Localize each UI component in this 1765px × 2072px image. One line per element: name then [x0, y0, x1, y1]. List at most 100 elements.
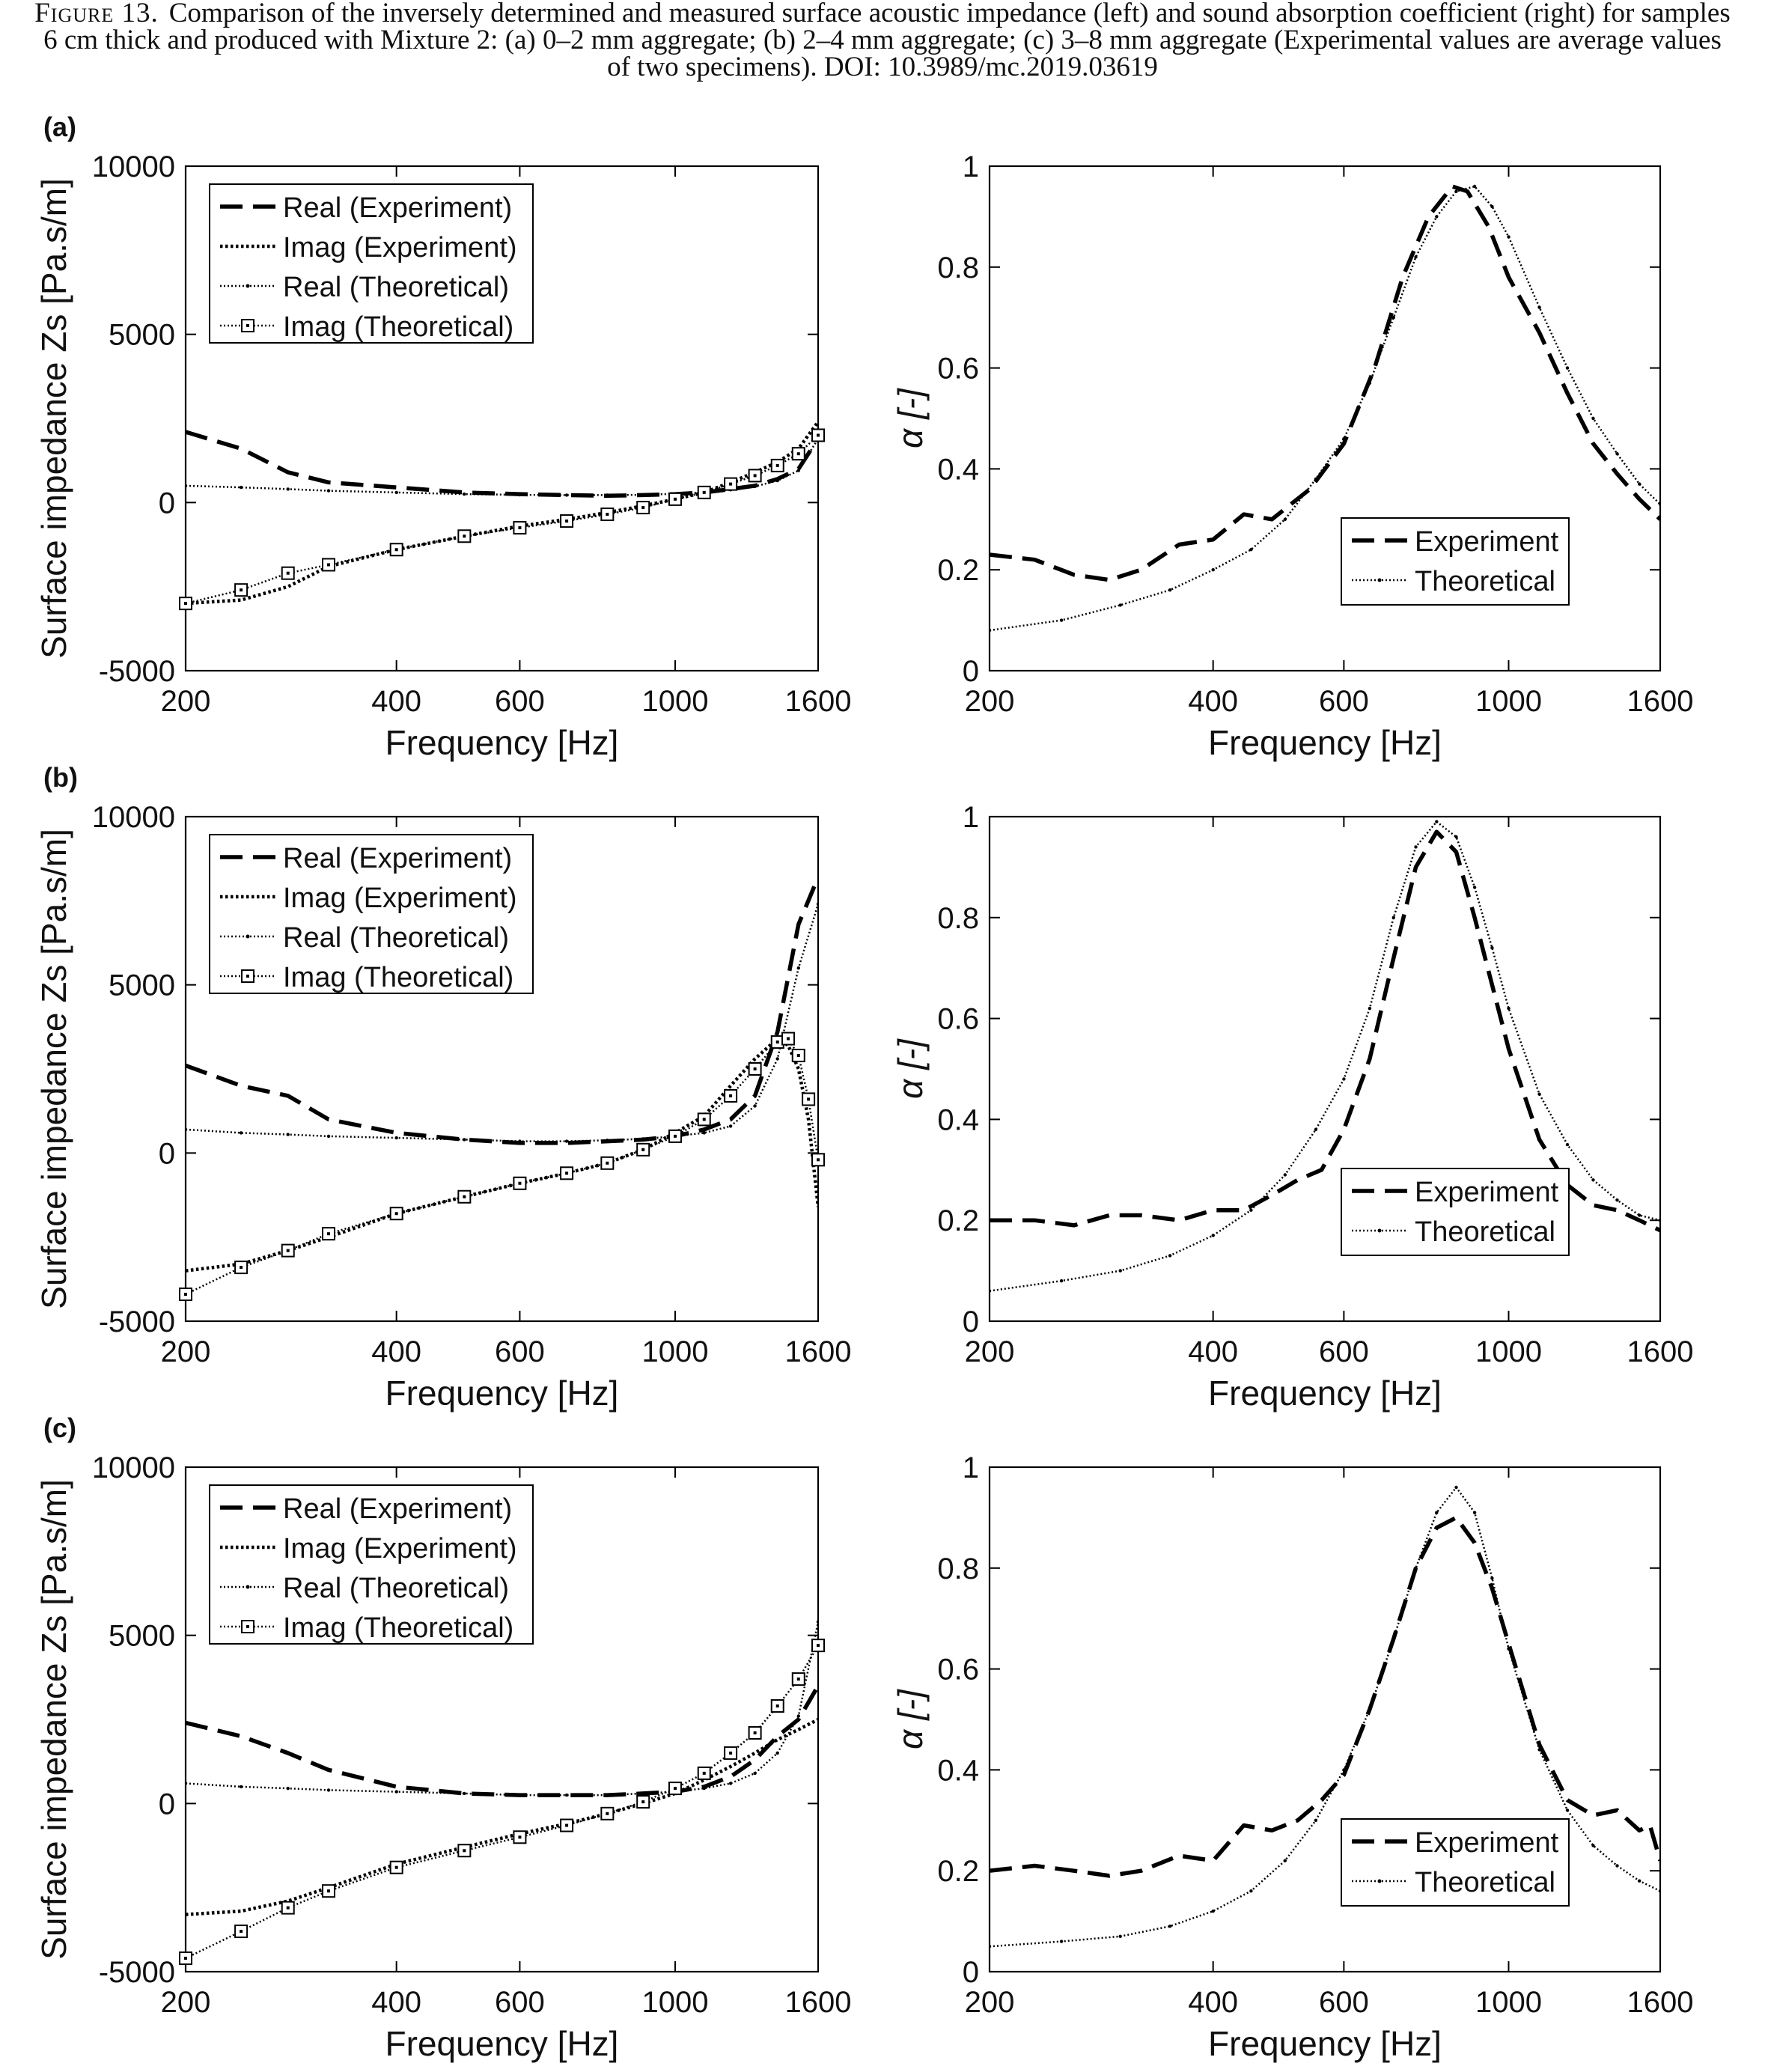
- data-point-center: [326, 1232, 330, 1236]
- data-point-center: [641, 1800, 645, 1804]
- y-tick-label: 10000: [92, 150, 175, 183]
- chart-b-absorption: 200 400 600 1000 1600 0 0.2 0.4 0.6 0.8 1 Frequency…: [891, 801, 1693, 1413]
- y-tick-label: 10000: [92, 801, 175, 834]
- y-tick-label: 0: [159, 1137, 175, 1170]
- series-line: [186, 436, 818, 497]
- y-tick-label: 1: [963, 801, 979, 834]
- x-tick-label: 1600: [1627, 1986, 1694, 2019]
- legend-box: [1341, 1168, 1570, 1256]
- figure-number: Figure 13.: [34, 0, 159, 28]
- y-axis-label: Surface impedance Zs [Pa.s/m]: [34, 829, 73, 1309]
- x-tick-label: 600: [1319, 685, 1369, 718]
- data-point-center: [729, 1751, 733, 1755]
- data-point-center: [326, 563, 330, 567]
- y-tick-label: 1: [963, 150, 979, 183]
- legend-box: [209, 183, 534, 344]
- data-point-center: [518, 1835, 522, 1839]
- x-tick-label: 1000: [642, 685, 709, 718]
- x-axis-label: Frequency [Hz]: [385, 723, 619, 762]
- legend-swatch-center: [246, 975, 249, 978]
- data-point-center: [641, 1148, 645, 1151]
- data-point-center: [518, 526, 522, 530]
- data-point-center: [463, 534, 466, 538]
- series-line: [990, 820, 1660, 1293]
- y-tick-label: -5000: [99, 1956, 175, 1989]
- y-tick-label: 0: [159, 487, 175, 519]
- y-axis-label: Surface impedance Zs [Pa.s/m]: [34, 178, 73, 659]
- legend: Experiment Theoretical: [1341, 517, 1570, 606]
- data-point-center: [565, 1823, 569, 1827]
- panel-label: (c): [43, 1413, 76, 1443]
- data-point-center: [702, 1118, 706, 1121]
- legend-entry-label: Real (Experiment): [283, 1493, 512, 1525]
- x-tick-label: 1000: [1475, 1335, 1542, 1368]
- data-point-center: [606, 1812, 609, 1815]
- legend-box: [1341, 517, 1570, 606]
- x-tick-label: 1000: [1475, 1986, 1542, 2019]
- y-tick-label: 5000: [109, 319, 175, 352]
- y-tick-label: 0: [963, 1305, 979, 1338]
- legend: Real (Experiment) Imag (Experiment) Real (…: [209, 1484, 534, 1645]
- x-tick-label: 1600: [785, 685, 852, 718]
- x-tick-label: 400: [371, 685, 421, 718]
- legend-box: [209, 834, 534, 994]
- chart-a-impedance: (a) 200 400 600 1000 1600 -5000 0 5000 10000 Frequ…: [34, 112, 851, 762]
- legend-entry-label: Real (Theoretical): [283, 922, 509, 954]
- data-point-center: [565, 1171, 569, 1175]
- legend-entry-label: Imag (Theoretical): [283, 311, 513, 343]
- x-tick-label: 600: [495, 1986, 545, 2019]
- y-tick-label: -5000: [99, 655, 175, 688]
- panels-root: (a)200 400 600 1000 1600-50000500010000Frequ…: [34, 112, 1693, 2063]
- legend: Real (Experiment) Imag (Experiment) Real (…: [209, 834, 534, 994]
- data-point-center: [518, 1181, 522, 1185]
- legend: Experiment Theoretical: [1341, 1168, 1570, 1256]
- x-axis-label: Frequency [Hz]: [1208, 723, 1442, 762]
- y-axis-label: α [-]: [891, 1038, 930, 1099]
- legend-swatch-dot: [246, 284, 250, 288]
- data-point-center: [674, 1787, 677, 1791]
- chart-b-impedance: (b) 200 400 600 1000 1600 -5000 0 5000 10000 Frequ…: [34, 762, 851, 1413]
- data-point-center: [817, 1158, 820, 1162]
- data-point-center: [674, 497, 677, 501]
- legend-entry-label: Real (Theoretical): [283, 272, 509, 303]
- y-tick-label: 0.8: [937, 252, 979, 284]
- data-point-center: [674, 1134, 677, 1138]
- legend-swatch-dot: [1377, 578, 1382, 582]
- y-tick-label: 0.4: [937, 453, 979, 486]
- legend: Experiment Theoretical: [1341, 1818, 1570, 1907]
- y-axis-label: α [-]: [891, 1689, 930, 1749]
- chart-a-absorption: 200 400 600 1000 1600 0 0.2 0.4 0.6 0.8 1 Frequency…: [891, 150, 1693, 762]
- chart-c-impedance: (c) 200 400 600 1000 1600 -5000 0 5000 10000 Frequ…: [34, 1413, 851, 2063]
- x-tick-label: 400: [1188, 1986, 1238, 2019]
- legend-entry-label: Imag (Theoretical): [283, 1612, 513, 1644]
- legend-box: [209, 1484, 534, 1645]
- data-point-center: [240, 1930, 243, 1934]
- x-tick-label: 600: [1319, 1986, 1369, 2019]
- y-tick-label: 0: [963, 655, 979, 688]
- y-tick-label: 5000: [109, 1620, 175, 1653]
- data-point-center: [463, 1849, 466, 1853]
- data-point-center: [606, 513, 609, 517]
- legend-swatch-dot: [1377, 1879, 1382, 1883]
- data-point-center: [326, 1889, 330, 1893]
- data-point-center: [796, 1054, 800, 1058]
- y-tick-label: 0.2: [937, 554, 979, 587]
- series-group: [990, 1485, 1660, 1948]
- y-tick-label: 0.2: [937, 1204, 979, 1237]
- x-axis-label: Frequency [Hz]: [385, 1374, 619, 1413]
- y-axis-label: α [-]: [891, 388, 930, 448]
- y-tick-label: 0.6: [937, 1003, 979, 1036]
- y-tick-label: 0: [963, 1956, 979, 1989]
- legend-swatch-center: [246, 324, 249, 327]
- x-tick-label: 1000: [642, 1986, 709, 2019]
- x-tick-label: 1600: [785, 1986, 852, 2019]
- y-tick-label: 0.6: [937, 353, 979, 386]
- legend-swatch-dot: [246, 1585, 250, 1589]
- data-point-center: [184, 1957, 187, 1960]
- legend-box: [1341, 1818, 1570, 1907]
- x-tick-label: 200: [965, 1335, 1015, 1368]
- y-tick-label: 0: [159, 1788, 175, 1820]
- data-point-center: [753, 474, 757, 478]
- x-tick-label: 200: [965, 1986, 1015, 2019]
